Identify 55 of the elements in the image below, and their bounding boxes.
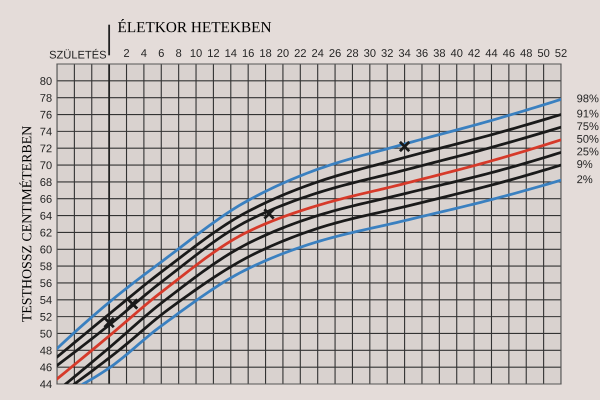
x-tick-label: 8 — [176, 49, 182, 57]
x-tick-label: 52 — [555, 49, 567, 57]
y-tick-label: 58 — [40, 262, 52, 270]
x-tick-label: 28 — [346, 49, 358, 57]
series-label: 25% — [577, 148, 598, 156]
y-tick-label: 66 — [40, 195, 52, 203]
y-tick-label: 46 — [40, 363, 52, 372]
y-axis-title: TESTHOSSZ CENTIMÉTERBEN — [19, 126, 32, 322]
x-tick-label: 32 — [381, 49, 393, 57]
x-tick-label: 30 — [364, 49, 376, 57]
y-tick-label: 64 — [40, 212, 52, 220]
y-tick-label: 70 — [40, 161, 52, 170]
x-tick-label: 2 — [124, 49, 130, 57]
x-tick-label: 50 — [538, 49, 550, 57]
x-tick-label: 44 — [486, 49, 498, 57]
x-tick-label: 26 — [329, 49, 341, 57]
y-tick-label: 44 — [40, 380, 52, 388]
x-tick-label: 4 — [141, 49, 147, 57]
y-tick-label: 68 — [40, 178, 52, 186]
x-tick-label: 34 — [398, 49, 410, 57]
y-tick-label: 78 — [40, 94, 52, 102]
x-tick-label: 10 — [190, 49, 202, 57]
x-axis-title: ÉLETKOR HETEKBEN — [118, 19, 272, 32]
ref-line-label: SZÜLETÉS — [50, 48, 106, 59]
y-tick-label: 72 — [40, 144, 52, 152]
x-tick-label: 42 — [468, 49, 480, 57]
series-label: 75% — [577, 122, 598, 130]
series-label: 98% — [577, 94, 598, 102]
y-tick-label: 50 — [40, 330, 52, 338]
series-label: 9% — [577, 160, 592, 168]
x-tick-label: 48 — [520, 49, 532, 57]
x-tick-label: 38 — [434, 49, 446, 57]
y-tick-label: 48 — [40, 346, 52, 354]
y-tick-label: 76 — [40, 110, 52, 119]
series-label: 50% — [577, 134, 598, 143]
y-tick-label: 80 — [40, 77, 52, 85]
y-tick-label: 54 — [40, 296, 52, 304]
x-tick-label: 40 — [450, 49, 462, 57]
y-tick-label: 56 — [40, 279, 52, 288]
y-tick-label: 60 — [40, 246, 52, 254]
y-tick-label: 52 — [40, 312, 52, 321]
series-label: 2% — [577, 175, 592, 184]
x-tick-label: 14 — [225, 49, 237, 57]
x-tick-label: 18 — [260, 49, 272, 57]
y-tick-label: 74 — [40, 128, 52, 136]
x-tick-label: 6 — [158, 49, 164, 57]
x-tick-label: 20 — [277, 49, 289, 57]
series-label: 91% — [577, 110, 598, 118]
x-tick-label: 36 — [416, 49, 428, 57]
x-tick-label: 24 — [312, 49, 324, 57]
x-tick-label: 46 — [502, 49, 515, 57]
x-tick-label: 12 — [208, 49, 220, 57]
x-tick-label: 22 — [294, 49, 306, 57]
x-tick-label: 16 — [242, 49, 254, 57]
y-tick-label: 62 — [40, 228, 52, 237]
